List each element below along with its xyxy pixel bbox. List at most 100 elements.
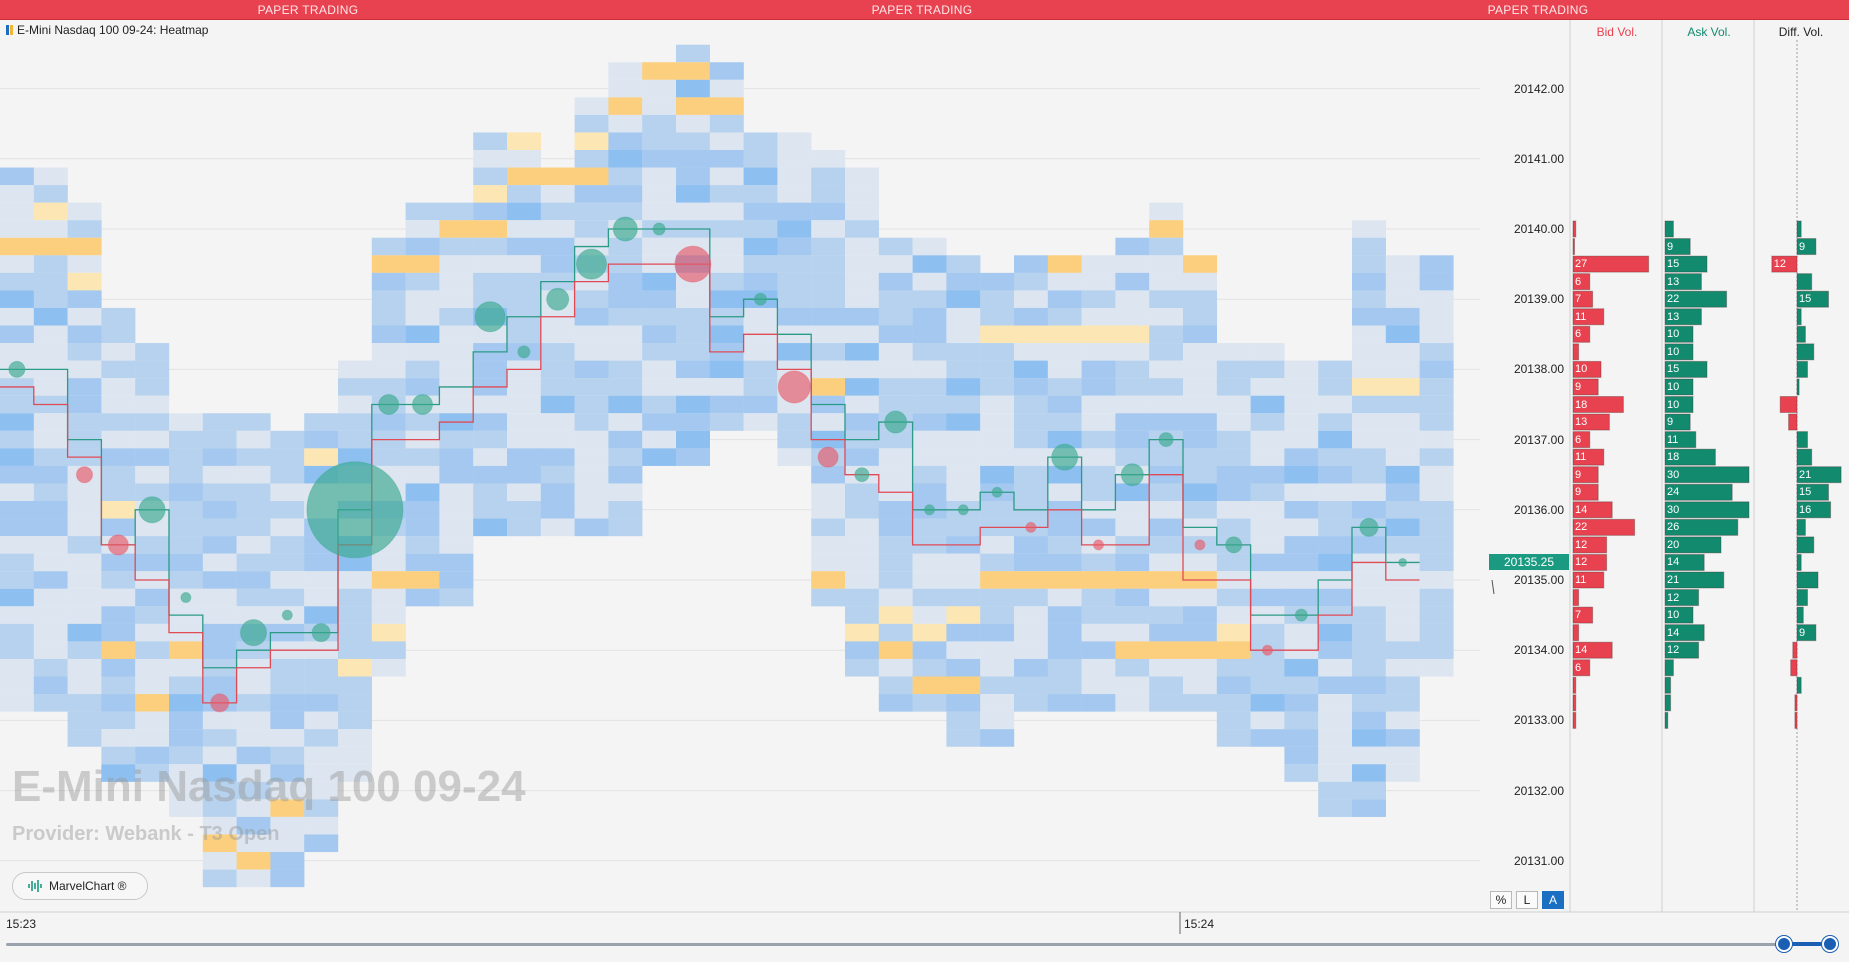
bid-volume-value: 9 — [1575, 380, 1582, 393]
best-ask-line — [0, 228, 1420, 669]
buy-trade-bubble[interactable] — [854, 467, 870, 483]
heatmap-cell — [371, 272, 406, 291]
buy-trade-bubble[interactable] — [240, 619, 267, 647]
sell-trade-bubble[interactable] — [210, 693, 230, 713]
heatmap-cell — [1216, 378, 1251, 396]
heatmap-cell — [1419, 518, 1454, 537]
sell-trade-bubble[interactable] — [777, 370, 811, 404]
percent-scale-button[interactable]: % — [1490, 891, 1512, 909]
bid-volume-value: 9 — [1575, 468, 1582, 481]
sell-trade-bubble[interactable] — [107, 534, 129, 556]
buy-trade-bubble[interactable] — [991, 486, 1003, 498]
heatmap-cell — [709, 360, 744, 379]
sell-trade-bubble[interactable] — [1025, 521, 1037, 533]
heatmap-cell — [1014, 272, 1048, 291]
heatmap-cell — [1352, 272, 1386, 291]
heatmap-cell — [1385, 764, 1420, 782]
ask-volume-value: 30 — [1667, 503, 1680, 516]
buy-trade-bubble[interactable] — [378, 394, 400, 415]
heatmap-cell — [845, 185, 879, 203]
heatmap-cell — [1250, 518, 1285, 537]
heatmap-cell — [67, 711, 102, 730]
buy-trade-bubble[interactable] — [1294, 608, 1308, 622]
buy-trade-bubble[interactable] — [1120, 463, 1144, 487]
buy-trade-bubble[interactable] — [652, 222, 666, 236]
heatmap-cell — [33, 255, 68, 273]
heatmap-cell — [169, 711, 203, 730]
buy-trade-bubble[interactable] — [1398, 557, 1408, 567]
marvelchart-badge[interactable]: MarvelChart ® — [12, 872, 148, 900]
heatmap-cell — [1047, 606, 1082, 624]
ask-volume-bar — [1664, 711, 1669, 729]
buy-trade-bubble[interactable] — [474, 301, 506, 333]
heatmap-cell — [1014, 378, 1048, 396]
heatmap-cell — [980, 430, 1015, 449]
heatmap-cell — [270, 588, 305, 607]
heatmap-cell — [1284, 413, 1319, 431]
buy-trade-bubble[interactable] — [754, 292, 767, 306]
ask-volume-bar — [1664, 360, 1708, 378]
heatmap-cell — [608, 97, 643, 115]
buy-trade-bubble[interactable] — [576, 248, 607, 280]
buy-trade-bubble[interactable] — [1225, 536, 1243, 554]
buy-trade-bubble[interactable] — [138, 496, 166, 524]
buy-trade-bubble[interactable] — [924, 504, 935, 516]
bid-volume-bar — [1572, 290, 1594, 308]
ask-volume-value: 14 — [1667, 626, 1680, 639]
heatmap-cell — [101, 764, 136, 782]
buy-trade-bubble[interactable] — [1051, 443, 1079, 471]
heatmap-cell — [236, 676, 271, 695]
buy-trade-bubble[interactable] — [311, 623, 331, 643]
auto-scale-button[interactable]: A — [1542, 891, 1564, 909]
buy-trade-bubble[interactable] — [517, 345, 531, 359]
sell-trade-bubble[interactable] — [1262, 644, 1273, 656]
heatmap-cell — [1352, 501, 1386, 519]
heatmap-cell — [67, 290, 102, 308]
heatmap-cell — [980, 307, 1015, 326]
heatmap-cell — [1014, 325, 1048, 344]
buy-trade-bubble[interactable] — [281, 609, 293, 621]
buy-trade-bubble[interactable] — [8, 360, 26, 378]
heatmap-cell — [169, 430, 203, 449]
heatmap-cell — [1216, 465, 1251, 484]
heatmap-cell — [1216, 729, 1251, 747]
buy-trade-bubble[interactable] — [1359, 517, 1379, 537]
buy-trade-bubble[interactable] — [1158, 432, 1174, 448]
buy-trade-bubble[interactable] — [546, 287, 570, 311]
heatmap-cell — [709, 325, 744, 344]
heatmap-cell — [743, 343, 778, 361]
buy-trade-bubble[interactable] — [180, 592, 192, 604]
buy-trade-bubble[interactable] — [306, 461, 404, 559]
heatmap-cell — [439, 325, 474, 344]
sell-trade-bubble[interactable] — [674, 245, 712, 283]
buy-trade-bubble[interactable] — [612, 216, 638, 242]
buy-trade-bubble[interactable] — [884, 410, 908, 434]
time-scrollbar-track[interactable] — [6, 943, 1806, 946]
heatmap-cell — [1250, 553, 1285, 572]
buy-trade-bubble[interactable] — [412, 394, 433, 415]
heatmap-cell — [135, 448, 170, 466]
scrollbar-right-handle[interactable] — [1822, 936, 1838, 952]
heatmap-cell — [1284, 518, 1319, 537]
heatmap-cell — [67, 272, 102, 291]
heatmap-cell — [912, 571, 947, 589]
heatmap-cell — [439, 307, 474, 326]
sell-trade-bubble[interactable] — [817, 446, 839, 468]
log-scale-button[interactable]: L — [1516, 891, 1538, 909]
heatmap-cell — [473, 448, 508, 466]
heatmap-cell — [101, 658, 136, 677]
sell-trade-bubble[interactable] — [1093, 539, 1104, 551]
heatmap-cell — [878, 430, 913, 449]
heatmap-cell — [1284, 764, 1319, 782]
sell-trade-bubble[interactable] — [1194, 539, 1206, 551]
heatmap-cell — [371, 255, 406, 273]
heatmap-cell — [912, 588, 947, 607]
heatmap-cell — [1047, 395, 1082, 414]
time-scrollbar-range[interactable] — [1786, 942, 1830, 946]
heatmap-cell — [946, 483, 981, 502]
buy-trade-bubble[interactable] — [957, 504, 969, 516]
sell-trade-bubble[interactable] — [76, 466, 93, 484]
scrollbar-left-handle[interactable] — [1776, 936, 1792, 952]
heatmap-cell — [574, 114, 609, 133]
